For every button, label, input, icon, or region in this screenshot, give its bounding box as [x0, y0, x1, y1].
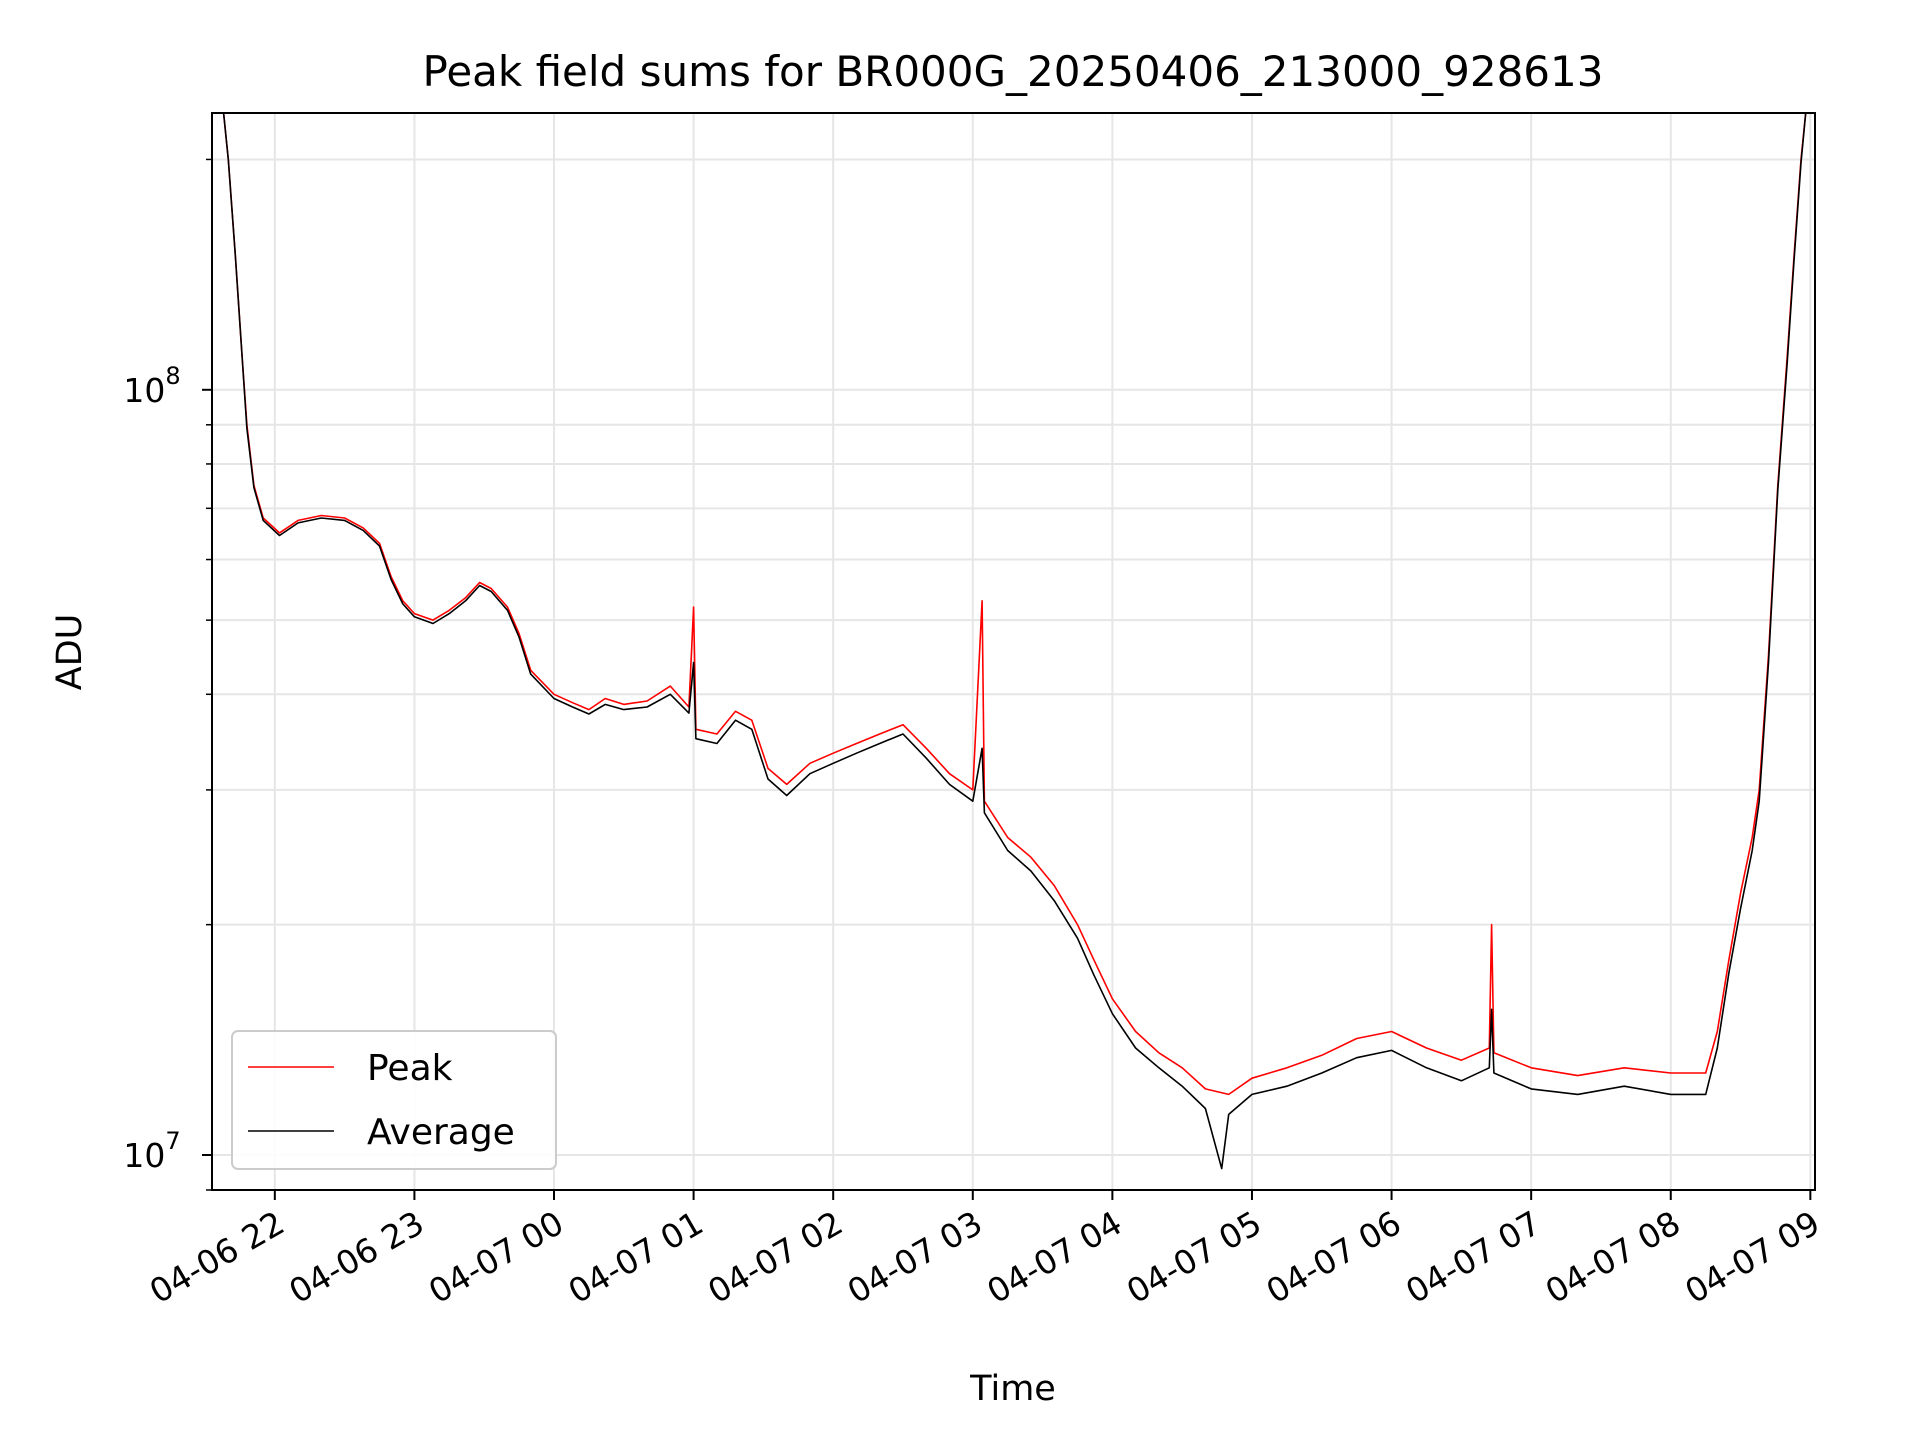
y-tick-label: 107: [123, 1127, 180, 1175]
y-axis-title: ADU: [50, 614, 90, 691]
y-tick-exponent: 7: [165, 1127, 180, 1155]
y-tick-exponent: 8: [165, 362, 180, 390]
legend-label-average: Average: [367, 1112, 515, 1153]
chart-title: Peak field sums for BR000G_20250406_2130…: [423, 47, 1604, 96]
x-axis-title: Time: [969, 1369, 1056, 1409]
series-layer: [222, 113, 1807, 1170]
grid-lines: [212, 113, 1815, 1191]
plot-frame: [211, 112, 1816, 1191]
legend-box: [231, 1030, 557, 1170]
legend: Peak Average: [231, 1030, 557, 1170]
series-line-average: [222, 113, 1807, 1170]
series-line-peak: [222, 113, 1807, 1096]
legend-label-peak: Peak: [367, 1048, 453, 1089]
